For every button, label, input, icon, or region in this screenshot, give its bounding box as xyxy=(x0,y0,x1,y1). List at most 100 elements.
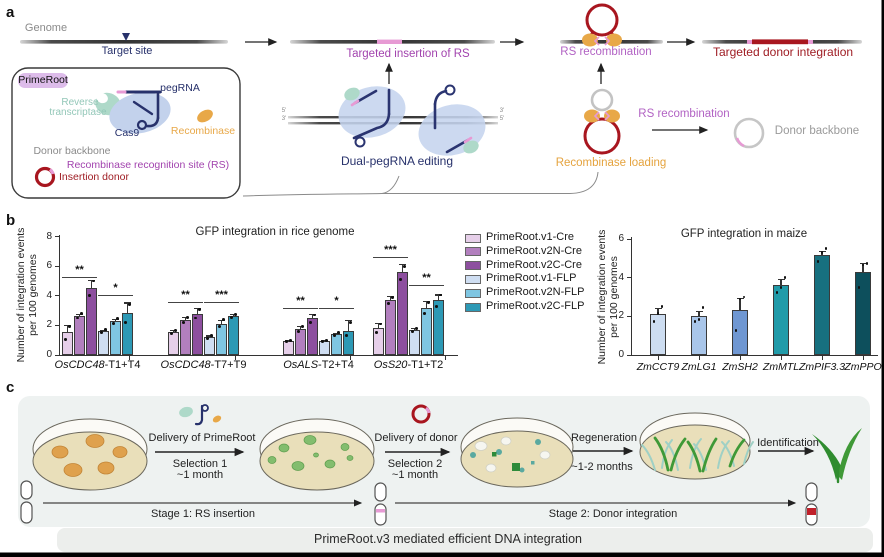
bar xyxy=(180,320,191,355)
target-suffix: -T1+T2 xyxy=(407,359,444,371)
error-bar-cap xyxy=(230,314,237,316)
data-point-dot xyxy=(349,321,352,324)
rice-chart-title: GFP integration in rice genome xyxy=(195,226,355,238)
data-point-dot xyxy=(387,301,390,305)
error-bar-cap xyxy=(777,278,785,280)
step3-title: Regeneration xyxy=(570,432,638,444)
legend-label: PrimeRoot.v1-Cre xyxy=(486,231,575,243)
panel-a-label: a xyxy=(6,4,15,21)
data-point-dot xyxy=(734,329,738,333)
y-tick-label: 2 xyxy=(618,310,624,322)
error-bar-cap xyxy=(112,318,119,320)
y-tick-label: 8 xyxy=(46,230,52,242)
significance-label: ** xyxy=(181,288,190,301)
data-point-dot xyxy=(427,301,430,304)
error-bar-cap xyxy=(411,327,418,329)
data-point-dot xyxy=(337,331,340,335)
error-bar-cap xyxy=(285,339,292,341)
data-point-dot xyxy=(206,337,209,341)
panel-b-label: b xyxy=(6,212,16,229)
error-bar xyxy=(389,295,392,301)
error-bar-cap xyxy=(435,294,442,296)
data-point-dot xyxy=(210,334,213,338)
pegrna-label: pegRNA xyxy=(160,82,200,94)
panel-c-footer-text: PrimeRoot.v3 mediated efficient DNA inte… xyxy=(314,532,582,546)
bar xyxy=(732,309,748,355)
strand-end-right-bottom: 5' xyxy=(499,116,505,122)
x-tick xyxy=(781,356,783,360)
data-point-dot xyxy=(693,319,697,323)
data-point-dot xyxy=(112,321,115,325)
genome-label: Genome xyxy=(24,22,68,34)
significance-label: ** xyxy=(422,271,431,284)
error-bar-cap xyxy=(345,320,352,322)
donor-backbone-label: Donor backbone xyxy=(33,145,111,157)
data-point-dot xyxy=(309,321,312,324)
error-bar xyxy=(347,320,350,331)
data-point-dot xyxy=(218,325,221,329)
y-tick xyxy=(627,354,631,356)
bar xyxy=(98,331,109,355)
error-bar xyxy=(739,297,741,310)
reverse-transcriptase-label-2: transcriptase xyxy=(49,107,107,118)
category-label: OsCDC48-T7+T9 xyxy=(161,359,247,371)
data-point-dot xyxy=(301,325,304,329)
data-point-dot xyxy=(435,304,438,308)
donor-backbone-right-label: Donor backbone xyxy=(774,125,860,137)
significance-line xyxy=(62,276,97,278)
error-bar-cap xyxy=(387,295,394,297)
data-point-dot xyxy=(230,315,233,319)
bar xyxy=(650,314,666,355)
error-bar xyxy=(196,307,199,315)
x-axis-line xyxy=(631,355,878,357)
data-point-dot xyxy=(423,312,426,315)
bar xyxy=(86,288,97,355)
data-point-dot xyxy=(100,331,103,335)
data-point-dot xyxy=(198,307,201,311)
legend-swatch xyxy=(465,274,481,284)
error-bar xyxy=(377,323,380,329)
significance-line xyxy=(168,301,203,303)
error-bar-cap xyxy=(321,339,328,341)
category-label: OsALS-T2+T4 xyxy=(283,359,354,371)
bar xyxy=(168,332,179,355)
stage1-label: Stage 1: RS insertion xyxy=(151,508,255,520)
cas9-label: Cas9 xyxy=(114,127,140,139)
x-tick xyxy=(822,356,824,360)
gene-name: OsS20 xyxy=(373,359,408,371)
strand-end-left-bottom: 3' xyxy=(281,116,287,122)
y-tick xyxy=(627,277,631,279)
error-bar-cap xyxy=(88,280,95,282)
error-bar xyxy=(311,313,314,318)
significance-label: ** xyxy=(75,263,84,276)
category-label: ZmCCT9 xyxy=(636,361,680,373)
error-bar xyxy=(126,302,129,313)
y-tick xyxy=(55,295,59,297)
step1-title: Delivery of PrimeRoot xyxy=(148,432,256,444)
data-point-dot xyxy=(779,285,783,289)
data-point-dot xyxy=(124,321,127,324)
error-bar-cap xyxy=(206,335,213,337)
x-axis-line xyxy=(59,355,458,357)
error-bar-cap xyxy=(695,310,703,312)
step2-title: Delivery of donor xyxy=(374,432,458,444)
data-point-dot xyxy=(391,295,394,299)
target-suffix: -T7+T9 xyxy=(210,359,247,371)
error-bar-cap xyxy=(309,313,316,315)
data-point-dot xyxy=(783,276,787,280)
x-tick xyxy=(129,356,131,360)
bar xyxy=(331,334,342,355)
bar xyxy=(122,312,133,355)
data-point-dot xyxy=(80,312,83,315)
error-bar-cap xyxy=(64,324,71,326)
primeroot-title: PrimeRoot xyxy=(18,74,68,86)
insertion-donor-label: Insertion donor xyxy=(58,171,130,183)
target-suffix: -T1+T4 xyxy=(104,359,141,371)
category-label: ZmPIF3.3 xyxy=(798,361,846,373)
x-tick xyxy=(658,356,660,360)
legend-label: PrimeRoot.v1-FLP xyxy=(486,272,577,285)
bar xyxy=(397,272,408,355)
bar xyxy=(373,328,384,355)
data-point-dot xyxy=(738,297,742,301)
